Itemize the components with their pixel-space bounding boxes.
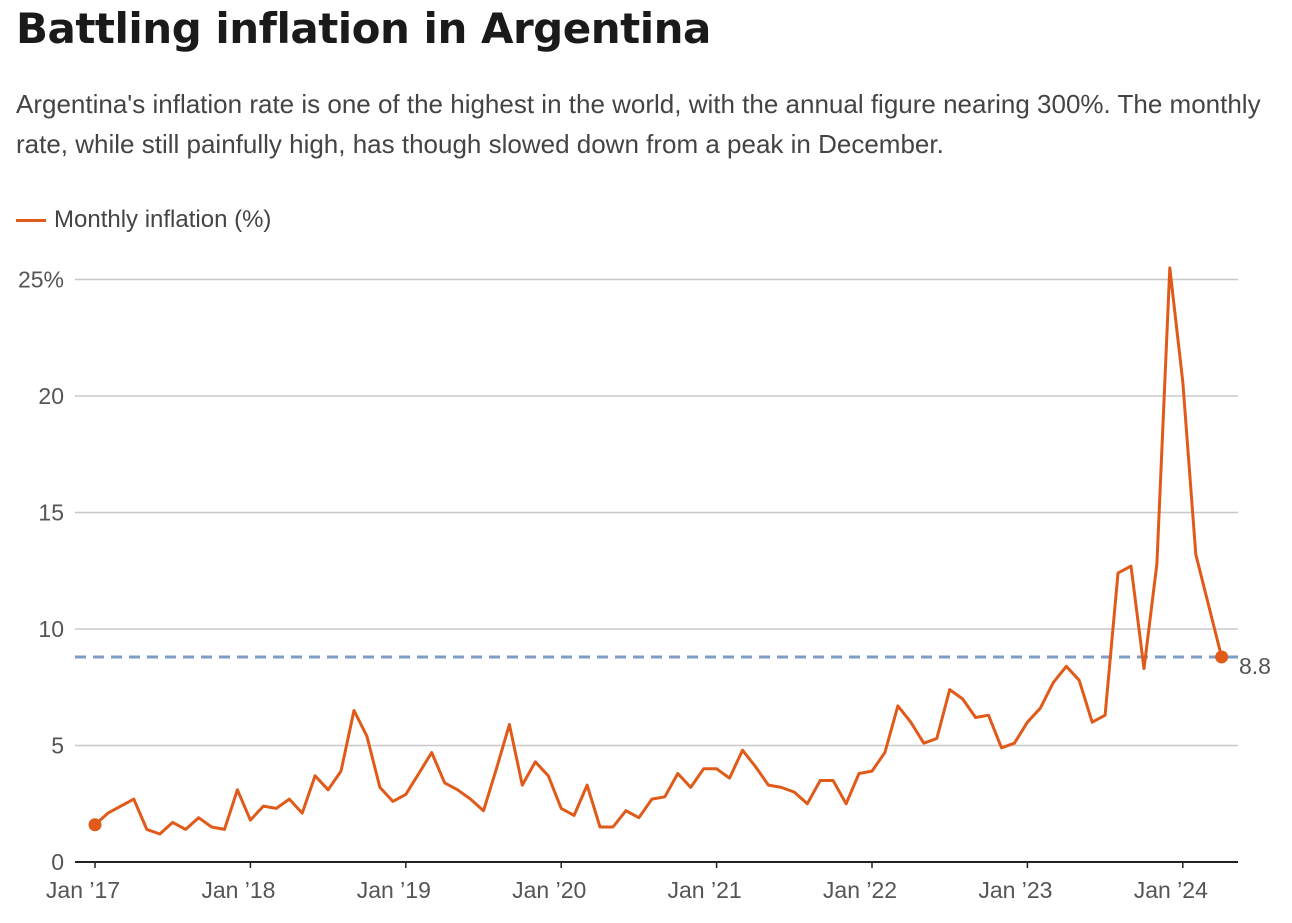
- chart-title: Battling inflation in Argentina: [16, 4, 711, 53]
- y-tick-label: 15: [38, 500, 64, 526]
- series-group: [88, 266, 1229, 836]
- y-tick-label: 0: [51, 849, 64, 875]
- y-axis-ticks: 0 5 10 15 20 25%: [18, 267, 64, 876]
- x-tick-label: Jan ’21: [668, 877, 742, 903]
- series-line: [93, 266, 1224, 836]
- x-tick-label: Jan ’18: [201, 877, 275, 903]
- x-axis-ticks: Jan ’17 Jan ’18 Jan ’19 Jan ’20 Jan ’21 Jan ’…: [46, 862, 1208, 903]
- series-start-point: [88, 818, 102, 832]
- y-tick-label: 10: [38, 616, 64, 642]
- y-tick-label: 20: [38, 383, 64, 409]
- reference-line-label: 8.8: [1239, 653, 1271, 679]
- chart-subtitle: Argentina's inflation rate is one of the…: [16, 89, 1261, 159]
- gridlines: [75, 278, 1238, 863]
- x-tick-label: Jan ’24: [1134, 877, 1208, 903]
- x-tick-label: Jan ’17: [46, 877, 120, 903]
- y-tick-label: 25%: [18, 267, 64, 293]
- reference-line-group: 8.8: [75, 653, 1271, 679]
- legend-swatch: [16, 218, 46, 222]
- legend-label: Monthly inflation (%): [54, 206, 272, 233]
- y-tick-label: 5: [51, 733, 64, 759]
- x-tick-label: Jan ’19: [357, 877, 431, 903]
- x-tick-label: Jan ’20: [512, 877, 586, 903]
- x-tick-label: Jan ’22: [823, 877, 897, 903]
- x-tick-label: Jan ’23: [978, 877, 1052, 903]
- series-end-point: [1215, 650, 1229, 664]
- chart-legend: Monthly inflation (%): [16, 206, 271, 234]
